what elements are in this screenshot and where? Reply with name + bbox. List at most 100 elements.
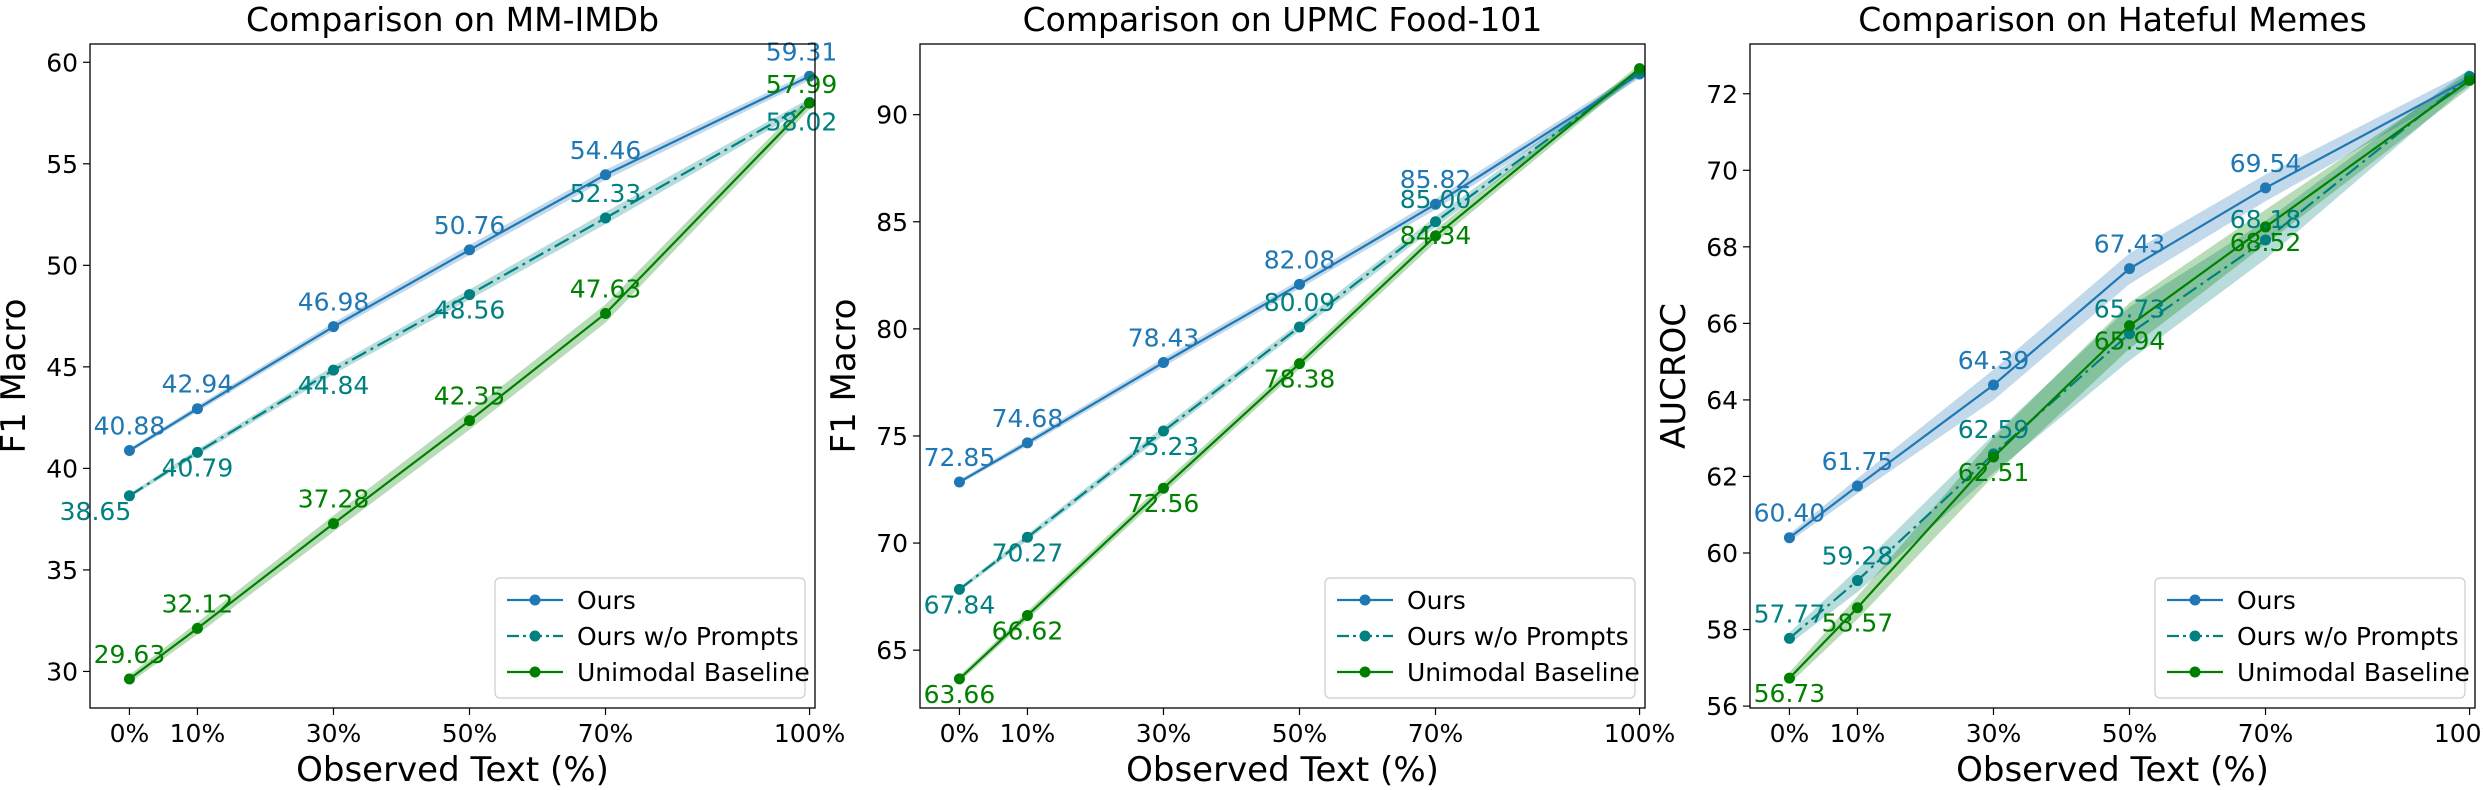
series-line-2	[128, 101, 811, 497]
legend-label: Unimodal Baseline	[1407, 658, 1640, 687]
data-label: 62.59	[1958, 415, 2030, 444]
data-point	[1430, 230, 1442, 242]
x-axis-label: Observed Text (%)	[1126, 750, 1439, 790]
data-label: 59.31	[766, 37, 838, 66]
y-tick-label: 64	[1706, 386, 1738, 415]
y-axis-label: AUCROC	[1654, 303, 1694, 449]
y-tick-label: 80	[876, 315, 908, 344]
series-line-3	[1788, 79, 2471, 679]
legend-box	[494, 577, 806, 699]
y-tick-label: 62	[1706, 462, 1738, 491]
confidence-band-1	[959, 69, 1640, 485]
legend-label: Unimodal Baseline	[577, 658, 810, 687]
confidence-band-1	[1789, 70, 2470, 542]
data-label: 42.35	[434, 382, 506, 411]
x-tick-label: 10%	[1830, 719, 1886, 748]
legend-label: Unimodal Baseline	[2237, 658, 2470, 687]
x-tick-label: 70%	[1408, 719, 1464, 748]
data-label: 62.51	[1958, 458, 2030, 487]
data-point	[953, 583, 965, 595]
chart-title: Comparison on MM-IMDb	[246, 0, 659, 39]
y-tick-label: 75	[876, 422, 908, 451]
data-point	[123, 673, 135, 685]
data-point	[1157, 482, 1169, 494]
data-point	[1021, 437, 1033, 449]
x-tick-label: 100%	[774, 719, 845, 748]
legend-label: Ours	[2237, 586, 2296, 615]
y-tick-label: 55	[46, 150, 78, 179]
x-tick-label: 0%	[110, 719, 150, 748]
data-point	[1294, 321, 1306, 333]
series-line-1	[1788, 77, 2471, 539]
data-label: 58.57	[1822, 609, 1894, 638]
data-point	[464, 244, 476, 256]
x-tick-label: 30%	[1136, 719, 1192, 748]
y-tick-label: 60	[46, 48, 78, 77]
plot-frame	[1749, 43, 2476, 709]
data-label: 47.63	[570, 274, 642, 303]
x-tick-label: 10%	[170, 719, 226, 748]
legend-marker	[2189, 630, 2201, 642]
y-tick-label: 70	[1706, 156, 1738, 185]
data-label: 78.43	[1128, 324, 1200, 353]
x-tick-label: 30%	[1966, 719, 2022, 748]
data-label: 80.09	[1264, 288, 1336, 317]
data-label: 64.39	[1958, 346, 2030, 375]
x-tick-label: 100%	[1604, 719, 1675, 748]
data-point	[191, 446, 203, 458]
data-point	[600, 212, 612, 224]
data-point	[2260, 234, 2272, 246]
data-point	[1851, 575, 1863, 587]
data-point	[327, 364, 339, 376]
data-point	[953, 673, 965, 685]
x-tick-label: 10%	[1000, 719, 1056, 748]
y-tick-label: 35	[46, 556, 78, 585]
data-label: 70.27	[992, 538, 1064, 567]
data-point	[2260, 221, 2272, 233]
data-point	[600, 169, 612, 181]
data-point	[123, 445, 135, 457]
data-point	[804, 97, 816, 109]
data-label: 52.33	[570, 179, 642, 208]
x-tick-label: 0%	[1770, 719, 1810, 748]
data-point	[1157, 425, 1169, 437]
data-label: 84.34	[1400, 221, 1472, 250]
y-tick-label: 56	[1706, 692, 1738, 721]
data-label: 85.82	[1400, 165, 1472, 194]
data-label: 72.56	[1128, 489, 1200, 518]
data-label: 75.23	[1128, 432, 1200, 461]
data-label: 60.40	[1754, 499, 1826, 528]
data-label: 57.99	[766, 70, 838, 99]
data-point	[1634, 63, 1646, 75]
chart-title: Comparison on UPMC Food-101	[1023, 0, 1543, 39]
x-axis-label: Observed Text (%)	[1956, 750, 2269, 790]
data-point	[1021, 609, 1033, 621]
data-point	[1783, 532, 1795, 544]
data-point	[327, 518, 339, 530]
data-point	[2124, 328, 2136, 340]
x-tick-label: 50%	[2102, 719, 2158, 748]
data-label: 63.66	[924, 680, 996, 709]
data-label: 48.56	[434, 296, 506, 325]
x-tick-label: 50%	[442, 719, 498, 748]
series-line-1	[958, 73, 1641, 483]
y-tick-label: 85	[876, 208, 908, 237]
legend-marker	[529, 594, 541, 606]
series-line-3	[128, 102, 811, 680]
data-label: 65.73	[2094, 295, 2166, 324]
data-label: 50.76	[434, 211, 506, 240]
legend: Ours Ours w/o Prompts Unimodal Baseline	[1324, 577, 1640, 699]
confidence-band-2	[1789, 68, 2470, 645]
plot-frame	[919, 43, 1646, 709]
data-point	[2124, 320, 2136, 332]
legend: Ours Ours w/o Prompts Unimodal Baseline	[494, 577, 810, 699]
data-label: 58.02	[766, 107, 838, 136]
chart-panel-1: Comparison on MM-IMDb Observed Text (%) F1…	[0, 0, 845, 790]
legend-label: Ours	[1407, 586, 1466, 615]
data-point	[2260, 182, 2272, 194]
legend-label: Ours	[577, 586, 636, 615]
data-label: 59.28	[1822, 542, 1894, 571]
x-tick-label: 0%	[940, 719, 980, 748]
x-tick-label: 50%	[1272, 719, 1328, 748]
y-tick-label: 40	[46, 454, 78, 483]
